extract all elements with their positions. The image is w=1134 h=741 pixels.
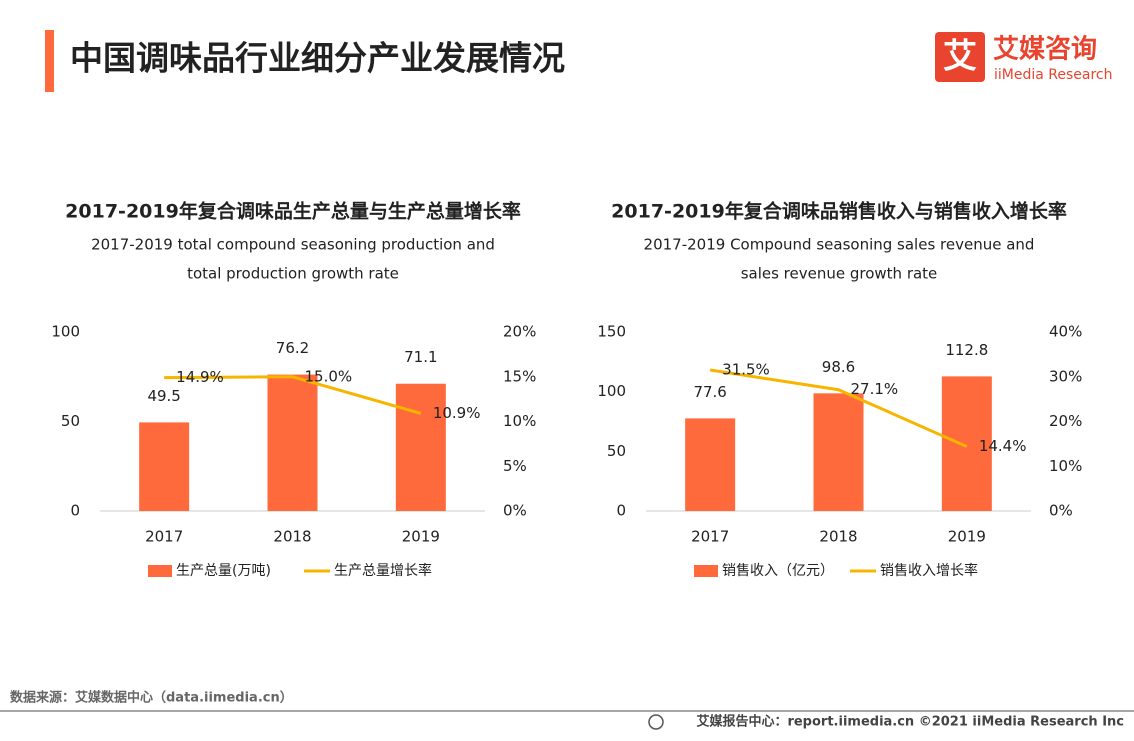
globe-icon [648,714,664,730]
y-tick-label: 100 [51,323,80,341]
line-value-label: 27.1% [851,380,899,398]
y2-tick-label: 20% [503,323,536,341]
logo-en: iiMedia Research [994,67,1113,83]
logo-cn: 艾媒咨询 [993,34,1097,65]
x-tick-label: 2017 [691,528,729,546]
chart-title: 2017-2019年复合调味品生产总量与生产总量增长率 [65,200,521,223]
chart-subtitle: 2017-2019 Compound seasoning sales reven… [644,236,1035,254]
logo-box [935,32,985,82]
legend-label: 生产总量增长率 [334,562,432,579]
y2-tick-label: 0% [503,502,527,520]
legend-swatch [694,565,718,577]
bar-value-label: 71.1 [404,348,437,366]
line-series [709,368,968,448]
bar-value-label: 76.2 [276,339,309,357]
x-tick-label: 2017 [145,528,183,546]
y2-tick-label: 15% [503,367,536,385]
legend-label: 生产总量(万吨) [176,563,271,579]
page-title: 中国调味品行业细分产业发展情况 [70,39,565,78]
chart-subtitle: total production growth rate [187,265,399,283]
y2-tick-label: 5% [503,457,527,475]
legend-label: 销售收入增长率 [880,562,978,579]
credit: 艾媒报告中心：report.iimedia.cn ©2021 iiMedia R… [696,714,1124,730]
y-tick-label: 0 [70,502,80,520]
logo-mark: 艾 [943,37,977,77]
line-value-label: 14.9% [176,368,224,386]
y-tick-label: 50 [607,442,626,460]
bar-value-label: 98.6 [822,358,855,376]
y-tick-label: 50 [61,412,80,430]
y-tick-label: 100 [597,382,626,400]
line-value-label: 14.4% [979,437,1027,455]
x-tick-label: 2019 [948,528,986,546]
line-value-label: 10.9% [433,404,481,422]
y2-tick-label: 10% [503,412,536,430]
source: 数据来源：艾媒数据中心（data.iimedia.cn） [10,690,293,706]
legend-swatch [148,565,172,577]
line-series [164,375,422,415]
bar [395,383,446,511]
y2-tick-label: 20% [1049,412,1082,430]
y2-tick-label: 30% [1049,367,1082,385]
bar [813,393,864,511]
x-tick-label: 2019 [402,528,440,546]
title-accent [45,30,54,92]
y2-tick-label: 0% [1049,502,1073,520]
chart-subtitle: sales revenue growth rate [741,265,938,283]
x-tick-label: 2018 [819,528,857,546]
y2-tick-label: 10% [1049,457,1082,475]
chart-title: 2017-2019年复合调味品销售收入与销售收入增长率 [611,200,1067,223]
chart-subtitle: 2017-2019 total compound seasoning produ… [91,236,495,254]
bar-value-label: 77.6 [693,383,726,401]
y-tick-label: 150 [597,323,626,341]
legend-label: 销售收入（亿元） [722,563,834,579]
bar-value-label: 49.5 [147,387,180,405]
bar [139,422,190,511]
y2-tick-label: 40% [1049,323,1082,341]
bar-value-label: 112.8 [945,341,988,359]
x-tick-label: 2018 [273,528,311,546]
y-tick-label: 0 [616,502,626,520]
line-value-label: 15.0% [305,367,353,385]
bar [941,376,992,511]
bar [685,418,736,511]
line-value-label: 31.5% [722,361,770,379]
bar [267,374,318,511]
